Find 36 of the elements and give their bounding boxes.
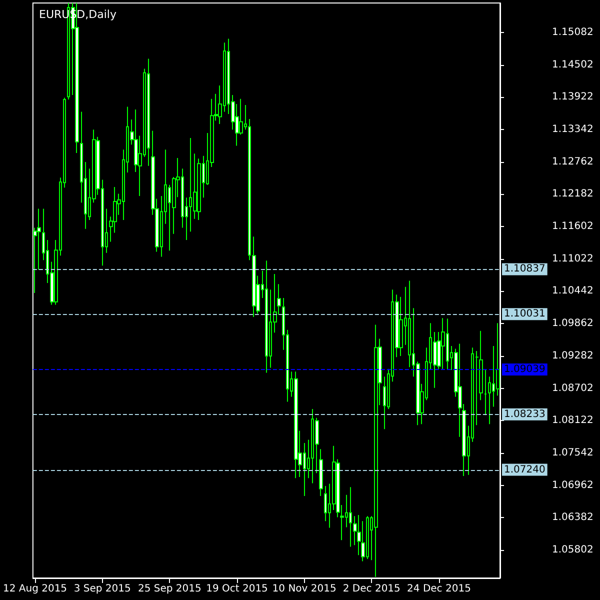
candlestick — [294, 371, 298, 479]
y-tick-label: 1.07542 — [552, 447, 594, 458]
y-tick-label: 1.06382 — [552, 512, 594, 524]
y-tick-label: 1.11602 — [552, 221, 594, 232]
candlestick — [319, 448, 323, 497]
y-tick-label: 1.08122 — [552, 415, 594, 426]
y-tick-label: 1.13342 — [552, 124, 594, 135]
y-tick-label: 1.10442 — [552, 286, 594, 297]
y-tick-label: 1.08702 — [552, 382, 594, 394]
x-tick-label: 3 Sep 2015 — [74, 584, 131, 594]
y-tick-label: 1.11022 — [552, 253, 594, 264]
candlestick — [349, 486, 352, 548]
ref-line-label: 1.10837 — [504, 264, 546, 275]
y-tick-label: 1.06962 — [552, 480, 594, 491]
candlestick — [484, 369, 487, 416]
x-tick-label: 19 Oct 2015 — [206, 584, 268, 594]
ref-line-label: 1.10031 — [504, 308, 546, 320]
x-tick-label: 25 Sep 2015 — [138, 584, 202, 594]
x-tick-label: 24 Dec 2015 — [407, 584, 471, 594]
x-tick-label: 10 Nov 2015 — [272, 584, 336, 594]
ref-line-label: 1.09039 — [504, 364, 546, 375]
y-tick-label: 1.09282 — [552, 350, 594, 362]
y-tick-label: 1.12182 — [552, 188, 594, 200]
y-tick-label: 1.13922 — [552, 92, 594, 103]
x-tick-label: 12 Aug 2015 — [2, 584, 68, 594]
y-tick-label: 1.05802 — [552, 544, 594, 556]
y-tick-label: 1.09862 — [552, 318, 594, 330]
y-tick-label: 1.15082 — [552, 26, 594, 38]
candlestick — [147, 58, 150, 166]
candlestick — [441, 318, 445, 370]
candlestick — [265, 260, 268, 374]
x-tick-label: 2 Dec 2015 — [342, 584, 400, 594]
ref-line-label: 1.07240 — [504, 464, 546, 476]
y-tick-label: 1.12762 — [552, 156, 594, 168]
y-tick-label: 1.14502 — [552, 59, 594, 70]
ref-line-label: 1.08233 — [504, 408, 546, 420]
